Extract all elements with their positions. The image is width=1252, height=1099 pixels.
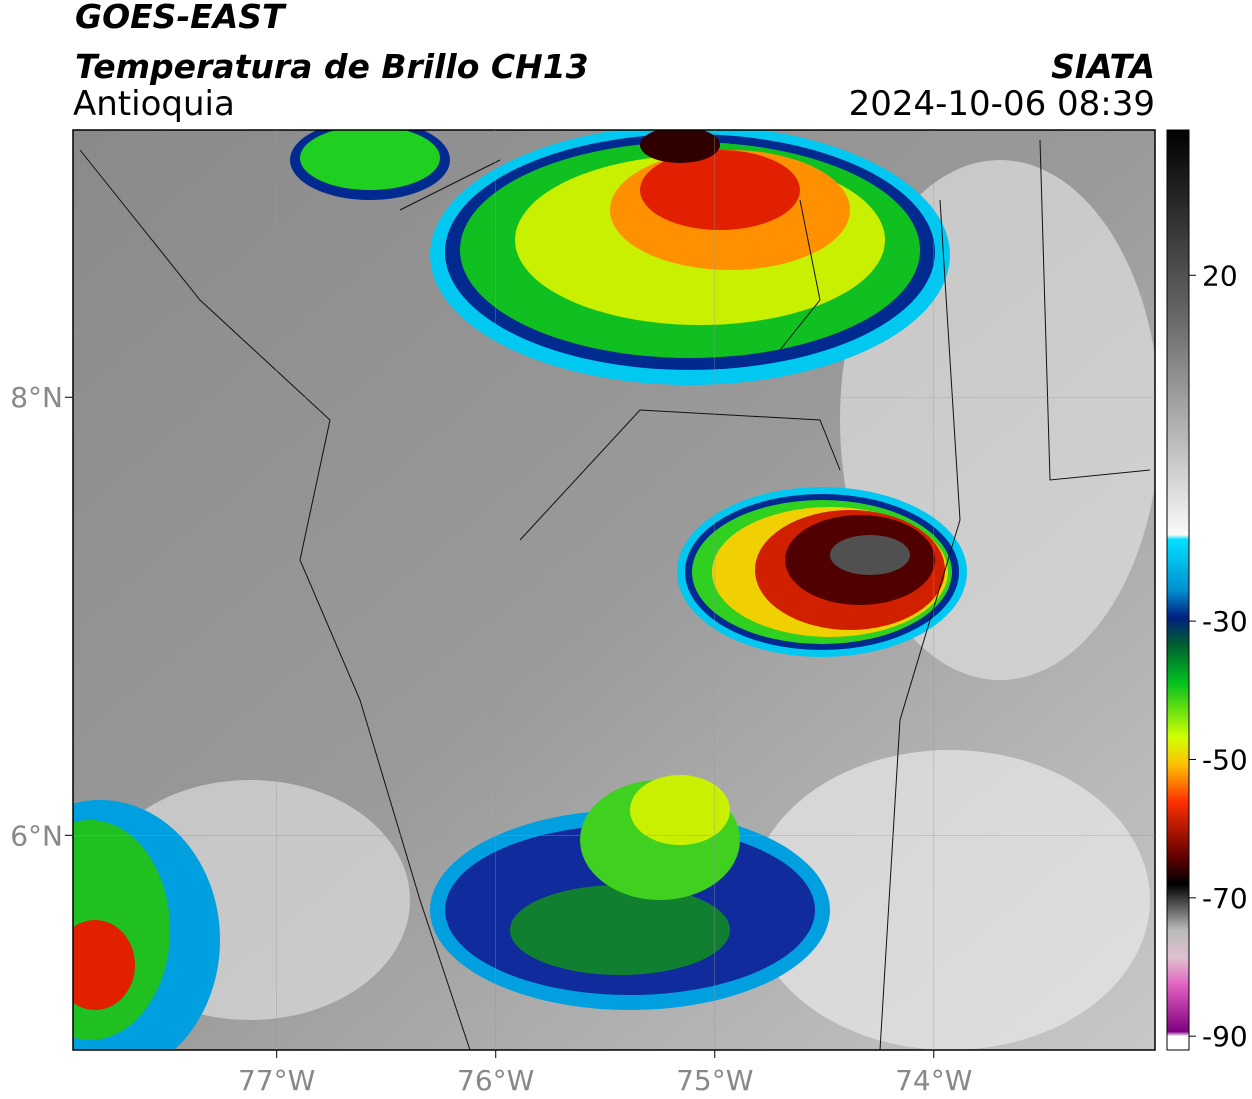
- colorbar-tick-label: 20: [1202, 259, 1238, 292]
- colorbar-tick-label: -50: [1202, 743, 1248, 776]
- x-tick-label: 77°W: [238, 1064, 315, 1097]
- colorbar-tick-label: -30: [1202, 605, 1248, 638]
- x-tick-label: 74°W: [895, 1064, 972, 1097]
- x-tick-label: 76°W: [457, 1064, 534, 1097]
- map-frame: [72, 129, 1156, 1051]
- datetime: 2024-10-06 08:39: [849, 84, 1155, 124]
- colorbar-tick-label: -70: [1202, 882, 1248, 915]
- colorbar: [1166, 129, 1190, 1051]
- x-tick-label: 75°W: [676, 1064, 753, 1097]
- source: SIATA: [1051, 47, 1155, 86]
- imagery: [73, 130, 1155, 1050]
- y-tick-label: 8°N: [10, 381, 63, 414]
- colorbar-tick-label: -90: [1202, 1020, 1248, 1053]
- region: Antioquia: [73, 84, 235, 124]
- title: GOES-EAST: [75, 0, 287, 36]
- subtitle: Temperatura de Brillo CH13: [75, 47, 589, 86]
- y-tick-label: 6°N: [10, 819, 63, 852]
